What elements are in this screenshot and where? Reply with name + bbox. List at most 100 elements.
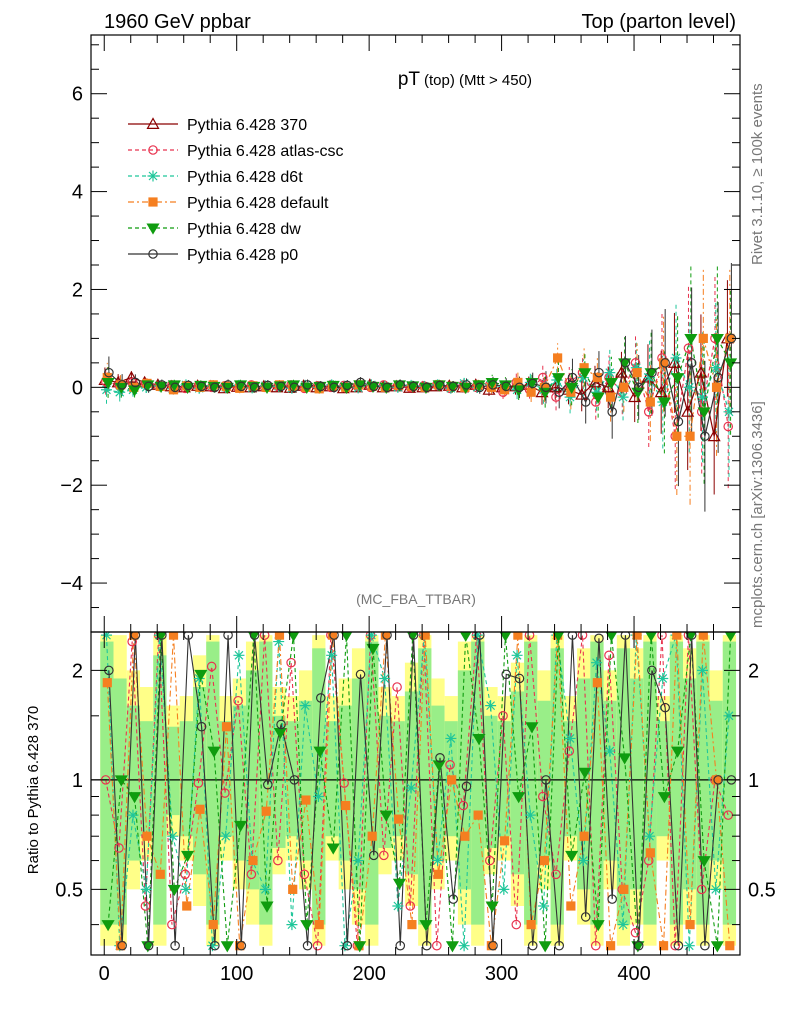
legend-entry-label: Pythia 6.428 d6t <box>187 169 303 186</box>
ratio-xtick-label: 400 <box>617 963 650 985</box>
ratio-band-green <box>298 700 313 861</box>
ratio-data-point <box>501 669 512 680</box>
ratio-data-point <box>710 883 722 895</box>
main-data-point <box>421 382 432 393</box>
main-data-point <box>633 382 644 393</box>
ratio-data-point <box>260 901 274 913</box>
main-title: pT (top) (Mtt > 450) <box>398 69 532 90</box>
ratio-data-point <box>594 633 604 644</box>
ratio-data-point <box>524 809 536 821</box>
ratio-data-point <box>395 940 406 951</box>
main-title-main: pT <box>398 69 421 90</box>
ratio-data-point <box>592 678 602 688</box>
legend-entry-label: Pythia 6.428 370 <box>187 117 307 134</box>
ratio-data-point <box>526 920 536 930</box>
main-data-point <box>710 333 724 346</box>
ratio-data-point <box>259 883 271 895</box>
ratio-data-point <box>210 940 220 951</box>
ratio-data-point <box>353 941 367 953</box>
ratio-data-point <box>577 632 588 640</box>
ratio-data-point <box>259 632 270 640</box>
ratio-data-point <box>299 869 310 880</box>
main-data-point <box>329 382 339 393</box>
ratio-data-point <box>220 788 230 798</box>
ratio-data-point <box>206 940 218 952</box>
ratio-data-point <box>591 657 603 669</box>
ratio-data-point <box>170 940 180 951</box>
ratio-data-point <box>405 782 417 794</box>
ratio-data-point <box>100 632 112 641</box>
ratio-series-line <box>105 635 729 946</box>
main-data-point <box>448 381 459 392</box>
ratio-band-green <box>113 678 127 925</box>
ratio-band-green <box>524 641 538 925</box>
ratio-data-point <box>630 927 641 938</box>
main-data-point <box>130 377 141 388</box>
ratio-data-point <box>618 753 632 765</box>
ratio-data-point <box>539 855 549 866</box>
ratio-series-line <box>105 634 730 946</box>
ratio-data-point <box>114 775 128 787</box>
main-title-sub: (top) (Mtt > 450) <box>424 72 532 89</box>
ratio-data-point <box>445 760 455 770</box>
main-data-point <box>513 377 523 388</box>
ratio-data-point <box>167 884 181 897</box>
main-data-point <box>527 378 538 389</box>
main-data-point <box>713 372 723 383</box>
ratio-data-point <box>617 919 629 931</box>
main-data-point <box>667 356 681 368</box>
main-data-point <box>342 380 353 391</box>
main-data-point <box>672 431 682 441</box>
ratio-ytick-label-right: 1 <box>748 770 759 792</box>
main-data-point <box>170 382 180 393</box>
main-data-point <box>604 377 618 390</box>
main-data-point <box>620 358 631 368</box>
ratio-data-point <box>433 869 444 879</box>
ratio-data-point <box>459 632 472 642</box>
ratio-data-point <box>300 920 314 932</box>
main-data-point <box>694 365 708 378</box>
main-data-point <box>435 380 445 391</box>
main-data-point <box>382 382 392 393</box>
ratio-data-point <box>461 781 472 792</box>
ratio-data-point <box>312 940 323 951</box>
ratio-data-point <box>223 632 233 640</box>
main-data-point <box>723 421 734 432</box>
ratio-series-line <box>106 635 731 946</box>
ratio-data-point <box>590 940 601 951</box>
ratio-band-green <box>497 721 511 837</box>
main-data-point <box>607 406 617 417</box>
main-data-point <box>183 380 194 391</box>
ratio-data-point <box>700 940 710 951</box>
ratio-data-point <box>195 804 205 814</box>
ratio-data-point <box>365 632 377 641</box>
ratio-data-point <box>448 894 459 904</box>
ratio-data-point <box>445 941 460 953</box>
ratio-data-point <box>314 920 324 930</box>
ratio-data-point <box>286 919 298 931</box>
main-data-point <box>710 362 722 374</box>
ratio-data-point <box>619 884 629 894</box>
ratio-data-point <box>246 869 257 880</box>
ratio-data-point <box>405 901 416 911</box>
ratio-data-point <box>697 664 709 676</box>
ratio-band-green <box>656 721 670 837</box>
ratio-data-point <box>182 901 192 911</box>
main-data-point <box>143 381 154 392</box>
ratio-data-point <box>261 806 271 816</box>
ratio-data-point <box>458 940 470 952</box>
ratio-series-line <box>107 635 732 946</box>
ratio-data-point <box>142 831 152 841</box>
header-right-label: Top (parton level) <box>581 11 736 33</box>
ratio-data-point <box>604 745 616 757</box>
ratio-data-point <box>538 941 552 953</box>
ratio-data-point <box>660 702 670 713</box>
ratio-plot-frame <box>90 631 741 956</box>
analysis-label: (MC_FBA_TTBAR) <box>356 591 476 607</box>
ratio-data-point <box>140 883 152 895</box>
ratio-data-point <box>143 940 154 951</box>
ratio-data-point <box>672 632 682 640</box>
ratio-data-point <box>286 657 296 668</box>
ratio-series-lines <box>105 634 732 946</box>
